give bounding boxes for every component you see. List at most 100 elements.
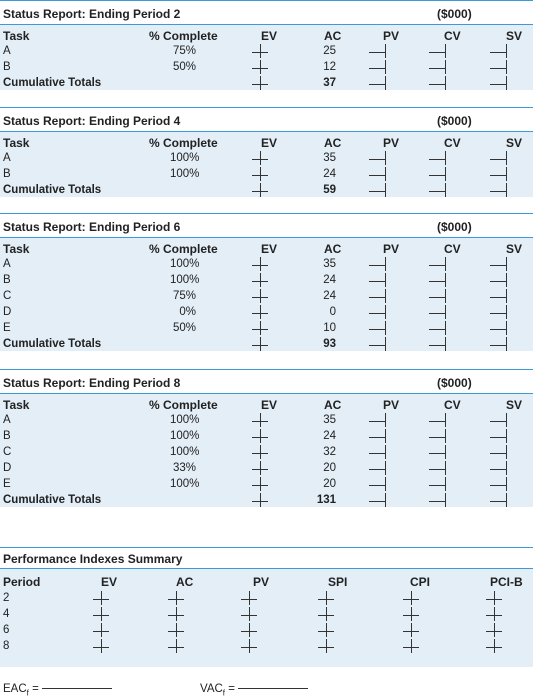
cv-blank-bar	[445, 44, 446, 58]
col-ev: EV	[261, 29, 278, 43]
sv-blank-bar	[506, 305, 507, 319]
summary-col-period: Period	[3, 575, 41, 589]
task-cell: C	[3, 290, 12, 302]
pv-blank-dash	[369, 297, 385, 298]
table-row: A 75% 25	[0, 44, 533, 60]
pct-cell: 75%	[172, 290, 196, 302]
ev-blank-dash	[252, 437, 268, 438]
ev-blank-dash	[252, 501, 268, 502]
summary-col-cpi: CPI	[410, 575, 431, 589]
cv-blank-bar	[445, 337, 446, 351]
summary-blank-dash	[93, 647, 109, 648]
summary-blank-bar	[176, 607, 177, 621]
cv-blank-bar	[445, 273, 446, 287]
summary-blank-dash	[241, 599, 257, 600]
cv-blank-dash	[429, 421, 445, 422]
col-ev: EV	[261, 242, 278, 256]
summary-blank-dash	[168, 647, 184, 648]
sv-blank-bar	[506, 76, 507, 90]
ev-blank-dash	[252, 297, 268, 298]
task-cell: B	[3, 168, 11, 180]
pv-blank-dash	[369, 52, 385, 53]
summary-blank-bar	[326, 591, 327, 605]
pv-blank-dash	[369, 265, 385, 266]
sv-blank-bar	[506, 167, 507, 181]
summary-blank-dash	[318, 631, 334, 632]
summary-blank-dash	[403, 615, 419, 616]
sv-blank-bar	[506, 493, 507, 507]
pv-blank-bar	[385, 76, 386, 90]
report-unit: ($000)	[437, 114, 472, 128]
cv-blank-bar	[445, 151, 446, 165]
sv-blank-dash	[490, 191, 506, 192]
summary-blank-bar	[101, 607, 102, 621]
vac-blank	[237, 688, 308, 690]
pv-blank-dash	[369, 469, 385, 470]
vac-subscript: f	[222, 688, 226, 697]
summary-header: Performance Indexes Summary	[0, 547, 533, 569]
table-row: B 100% 24	[0, 429, 533, 445]
pct-cell: 100%	[170, 258, 200, 270]
table-row: C 75% 24	[0, 289, 533, 305]
cv-blank-bar	[445, 413, 446, 427]
pct-cell: 100%	[170, 168, 200, 180]
cv-blank-dash	[429, 52, 445, 53]
sv-blank-bar	[506, 429, 507, 443]
ev-blank-dash	[252, 453, 268, 454]
summary-blank-dash	[241, 615, 257, 616]
report-header: Status Report: Ending Period 4 ($000)	[0, 107, 533, 132]
summary-blank-bar	[176, 639, 177, 653]
totals-ac: 37	[323, 77, 336, 89]
sv-blank-bar	[506, 321, 507, 335]
pv-blank-bar	[385, 305, 386, 319]
pv-blank-bar	[385, 445, 386, 459]
sv-blank-dash	[490, 329, 506, 330]
ac-cell: 20	[323, 478, 336, 490]
report-header: Status Report: Ending Period 8 ($000)	[0, 369, 533, 394]
col-ev: EV	[261, 398, 278, 412]
table-row: C 100% 32	[0, 445, 533, 461]
ev-blank-bar	[260, 289, 261, 303]
cv-blank-dash	[429, 501, 445, 502]
report-unit: ($000)	[437, 7, 472, 21]
cv-blank-bar	[445, 289, 446, 303]
task-cell: B	[3, 274, 11, 286]
pct-cell: 100%	[170, 446, 200, 458]
summary-blank-dash	[241, 631, 257, 632]
task-cell: A	[3, 152, 11, 164]
sv-blank-dash	[490, 501, 506, 502]
totals-label: Cumulative Totals	[3, 184, 102, 196]
col-cv: CV	[444, 29, 461, 43]
col-sv: SV	[506, 398, 523, 412]
summary-blank-dash	[168, 615, 184, 616]
cumulative-totals-row: Cumulative Totals 59	[0, 183, 533, 199]
cumulative-totals-row: Cumulative Totals 37	[0, 76, 533, 92]
column-header-row: Task % Complete EV AC PV CV SV	[0, 135, 533, 151]
status-report-3: Status Report: Ending Period 6 ($000) Task…	[0, 213, 533, 351]
ev-blank-bar	[260, 321, 261, 335]
ev-blank-bar	[260, 257, 261, 271]
table-row: D 0% 0	[0, 305, 533, 321]
pv-blank-dash	[369, 175, 385, 176]
cv-blank-bar	[445, 183, 446, 197]
summary-blank-dash	[486, 599, 502, 600]
sv-blank-dash	[490, 345, 506, 346]
pv-blank-bar	[385, 337, 386, 351]
vac-label: VAC	[200, 683, 223, 695]
pv-blank-dash	[369, 313, 385, 314]
eac-field: EACf =	[3, 683, 112, 697]
report-header: Status Report: Ending Period 6 ($000)	[0, 213, 533, 238]
cv-blank-dash	[429, 329, 445, 330]
ev-blank-dash	[252, 329, 268, 330]
cv-blank-bar	[445, 429, 446, 443]
cv-blank-dash	[429, 159, 445, 160]
status-report-2: Status Report: Ending Period 4 ($000) Task…	[0, 107, 533, 197]
summary-blank-dash	[403, 599, 419, 600]
pv-blank-dash	[369, 191, 385, 192]
pv-blank-bar	[385, 477, 386, 491]
col-task: Task	[3, 136, 30, 150]
ev-blank-dash	[252, 421, 268, 422]
cv-blank-dash	[429, 297, 445, 298]
sv-blank-dash	[490, 453, 506, 454]
ac-cell: 35	[323, 414, 336, 426]
